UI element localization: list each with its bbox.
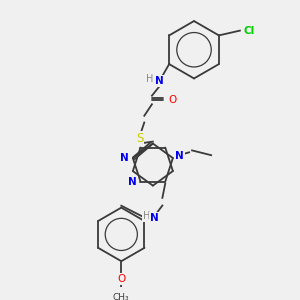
- Text: H: H: [142, 211, 150, 221]
- Text: H: H: [146, 74, 154, 84]
- Text: Cl: Cl: [244, 26, 255, 36]
- Text: N: N: [128, 177, 137, 187]
- Text: N: N: [175, 151, 184, 161]
- Text: O: O: [168, 95, 176, 106]
- Text: S: S: [136, 132, 143, 145]
- Text: N: N: [155, 76, 164, 86]
- Text: N: N: [120, 153, 129, 163]
- Text: CH₃: CH₃: [113, 293, 130, 300]
- Text: O: O: [117, 274, 125, 284]
- Text: N: N: [150, 213, 159, 223]
